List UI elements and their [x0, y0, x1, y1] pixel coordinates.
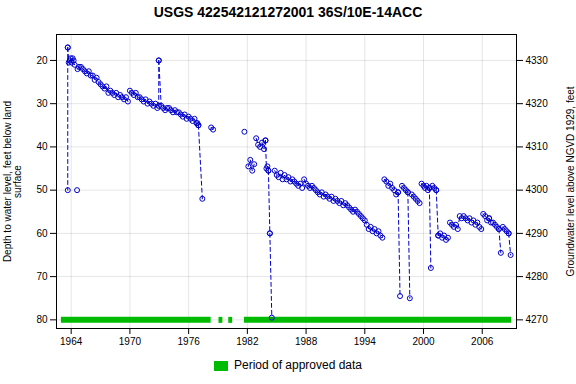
svg-text:80: 80 [36, 314, 48, 325]
svg-text:4300: 4300 [526, 184, 549, 195]
svg-text:30: 30 [36, 98, 48, 109]
html-text:Period of approved data: Period of approved data [234, 358, 362, 372]
svg-text:4280: 4280 [526, 271, 549, 282]
svg-text:60: 60 [36, 228, 48, 239]
svg-text:4310: 4310 [526, 141, 549, 152]
svg-text:Groundwater level above NGVD 1: Groundwater level above NGVD 1929, feet [565, 86, 576, 276]
svg-text:1964: 1964 [60, 336, 83, 347]
svg-text:4320: 4320 [526, 98, 549, 109]
svg-text:1982: 1982 [236, 336, 259, 347]
svg-text:4290: 4290 [526, 228, 549, 239]
svg-text:2006: 2006 [471, 336, 494, 347]
svg-text:20: 20 [36, 55, 48, 66]
svg-text:4330: 4330 [526, 55, 549, 66]
svg-text:50: 50 [36, 184, 48, 195]
svg-text:1988: 1988 [295, 336, 318, 347]
svg-text:70: 70 [36, 271, 48, 282]
svg-text:1970: 1970 [119, 336, 142, 347]
svg-text:4270: 4270 [526, 314, 549, 325]
svg-text:Depth to water level, feet bel: Depth to water level, feet below landsur… [2, 101, 23, 262]
svg-text:2000: 2000 [412, 336, 435, 347]
svg-text:1994: 1994 [354, 336, 377, 347]
svg-text:1976: 1976 [178, 336, 201, 347]
html-text:USGS 422542121272001 36S/10E-1: USGS 422542121272001 36S/10E-14ACC [153, 4, 423, 20]
svg-text:40: 40 [36, 141, 48, 152]
